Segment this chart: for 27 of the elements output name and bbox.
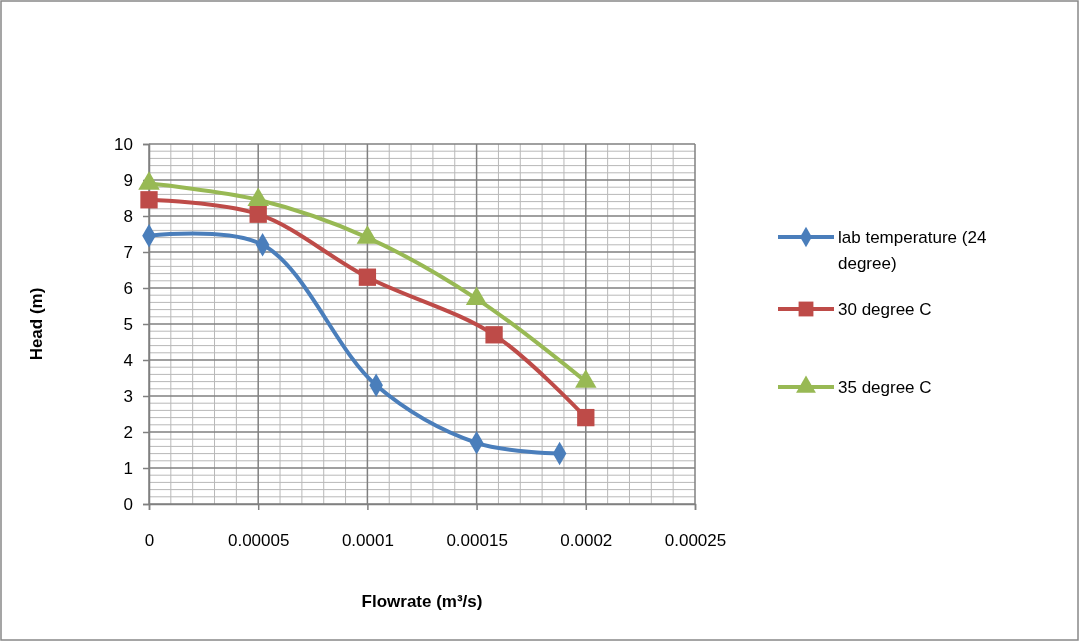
y-tick-label: 4 [123, 350, 133, 370]
x-tick-label: 0.00025 [664, 531, 727, 551]
y-tick-label: 10 [114, 134, 133, 154]
point [485, 326, 503, 344]
legend-label: 35 degree C [838, 378, 932, 397]
y-tick-label: 3 [123, 386, 133, 406]
y-tick-label: 1 [123, 458, 133, 478]
x-tick-label: 0.0002 [560, 531, 613, 551]
y-tick-label: 8 [123, 206, 133, 226]
x-tick-label: 0.00015 [446, 531, 508, 551]
x-tick-label: 0.00005 [227, 531, 290, 551]
point [358, 268, 377, 286]
y-tick-label: 5 [123, 314, 133, 334]
y-tick-label: 7 [123, 242, 133, 262]
legend-label: 30 degree C [838, 300, 932, 319]
legend-label: lab temperature (24 degree) [838, 228, 987, 273]
y-tick-label: 6 [123, 278, 133, 298]
x-axis-title: Flowrate (m³/s) [361, 592, 483, 611]
y-tick-label: 2 [123, 422, 133, 442]
x-tick-label: 0 [144, 531, 155, 551]
y-axis-title: Head (m) [27, 287, 46, 361]
point [140, 191, 158, 209]
x-tick-label: 0.0001 [341, 531, 394, 551]
y-tick-label: 0 [123, 494, 133, 514]
point [249, 205, 267, 223]
y-tick-label: 9 [123, 170, 133, 190]
point [577, 408, 595, 427]
